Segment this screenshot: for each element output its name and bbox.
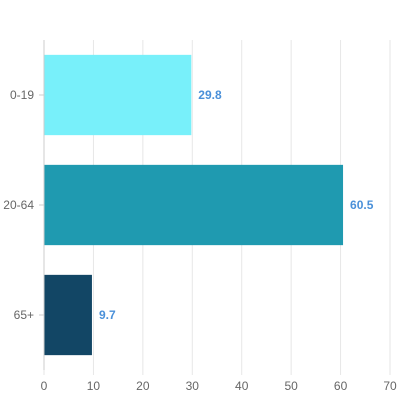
bars: [44, 54, 344, 356]
axes: [39, 40, 391, 375]
y-tick-label: 20-64: [3, 198, 34, 212]
data-label: 29.8: [198, 88, 222, 102]
y-tick-label: 0-19: [10, 88, 34, 102]
bar-20-64: [44, 164, 344, 246]
x-tick-label: 40: [235, 379, 249, 393]
x-tick-label: 70: [383, 379, 397, 393]
bar-65+: [44, 274, 92, 356]
labels: 0 10 20 30 40 50 60 70 0-19 29.8 20-64 60.5 65+ 9.7: [3, 88, 397, 393]
x-tick-label: 30: [186, 379, 200, 393]
x-tick-label: 10: [87, 379, 101, 393]
data-label: 60.5: [350, 198, 374, 212]
bar-0-19: [44, 54, 192, 136]
x-tick-label: 20: [136, 379, 150, 393]
x-tick-label: 0: [41, 379, 48, 393]
x-tick-label: 60: [334, 379, 348, 393]
x-tick-label: 50: [284, 379, 298, 393]
y-tick-label: 65+: [14, 308, 34, 322]
data-label: 9.7: [99, 308, 116, 322]
